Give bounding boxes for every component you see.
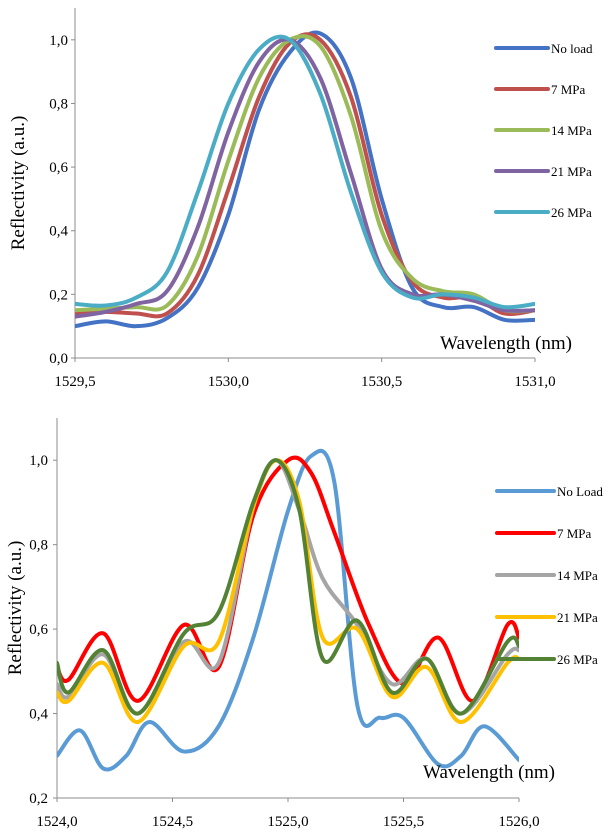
legend-label: 7 MPa (557, 526, 592, 541)
series-line-1 (57, 448, 519, 772)
legend-label: 21 MPa (551, 164, 592, 179)
x-tick-label: 1524,0 (36, 814, 77, 830)
legend-label: 14 MPa (557, 568, 598, 583)
x-tick-label: 1529,5 (54, 374, 95, 390)
x-tick-label: 1525,0 (267, 814, 308, 830)
legend-label: 14 MPa (551, 123, 592, 138)
legend-label: No Load (557, 484, 603, 499)
y-axis-title: Reflectivity (a.u.) (8, 116, 29, 251)
x-tick-label: 1526,0 (498, 814, 539, 830)
y-axis-title: Reflectivity (a.u.) (5, 541, 26, 676)
y-tick-label: 1,0 (49, 33, 68, 49)
y-tick-label: 0,8 (49, 96, 68, 112)
y-tick-label: 0,6 (29, 622, 48, 638)
x-tick-label: 1530,0 (208, 374, 249, 390)
chart-2: 0,2 0,4 0,6 0,8 1,0 1524,0 1524,5 1525,0 1525,5 1… (5, 418, 603, 830)
legend-label: 21 MPa (557, 610, 598, 625)
x-tick-label: 1524,5 (152, 814, 193, 830)
y-tick-label: 1,0 (29, 453, 48, 469)
legend-label: 26 MPa (551, 205, 592, 220)
y-tick-label: 0,4 (49, 224, 68, 240)
x-axis-title: Wavelength (nm) (440, 333, 572, 354)
series-line-3 (57, 458, 519, 716)
series-line-1 (75, 30, 535, 329)
y-tick-label: 0,2 (49, 287, 68, 303)
legend-label: 7 MPa (551, 82, 586, 97)
chart-1: 0,0 0,2 0,4 0,6 0,8 1,0 1529,5 1530,0 1530,5 1531… (8, 8, 593, 390)
series-line-4 (75, 37, 535, 319)
x-tick-label: 1531,0 (514, 374, 555, 390)
x-tick-label: 1530,5 (361, 374, 402, 390)
y-tick-label: 0,8 (29, 538, 48, 554)
series-line-5 (57, 458, 519, 716)
series-line-2 (75, 32, 535, 319)
y-tick-label: 0,2 (29, 791, 48, 807)
y-tick-label: 0,6 (49, 160, 68, 176)
x-axis-title: Wavelength (nm) (423, 762, 555, 783)
series-line-3 (75, 34, 535, 314)
x-tick-label: 1525,5 (383, 814, 424, 830)
series-line-2 (57, 455, 519, 703)
y-tick-label: 0,0 (49, 351, 68, 367)
series-line-5 (75, 34, 535, 310)
y-tick-label: 0,4 (29, 707, 48, 723)
legend-label: 26 MPa (557, 652, 598, 667)
legend-label: No load (551, 41, 593, 56)
